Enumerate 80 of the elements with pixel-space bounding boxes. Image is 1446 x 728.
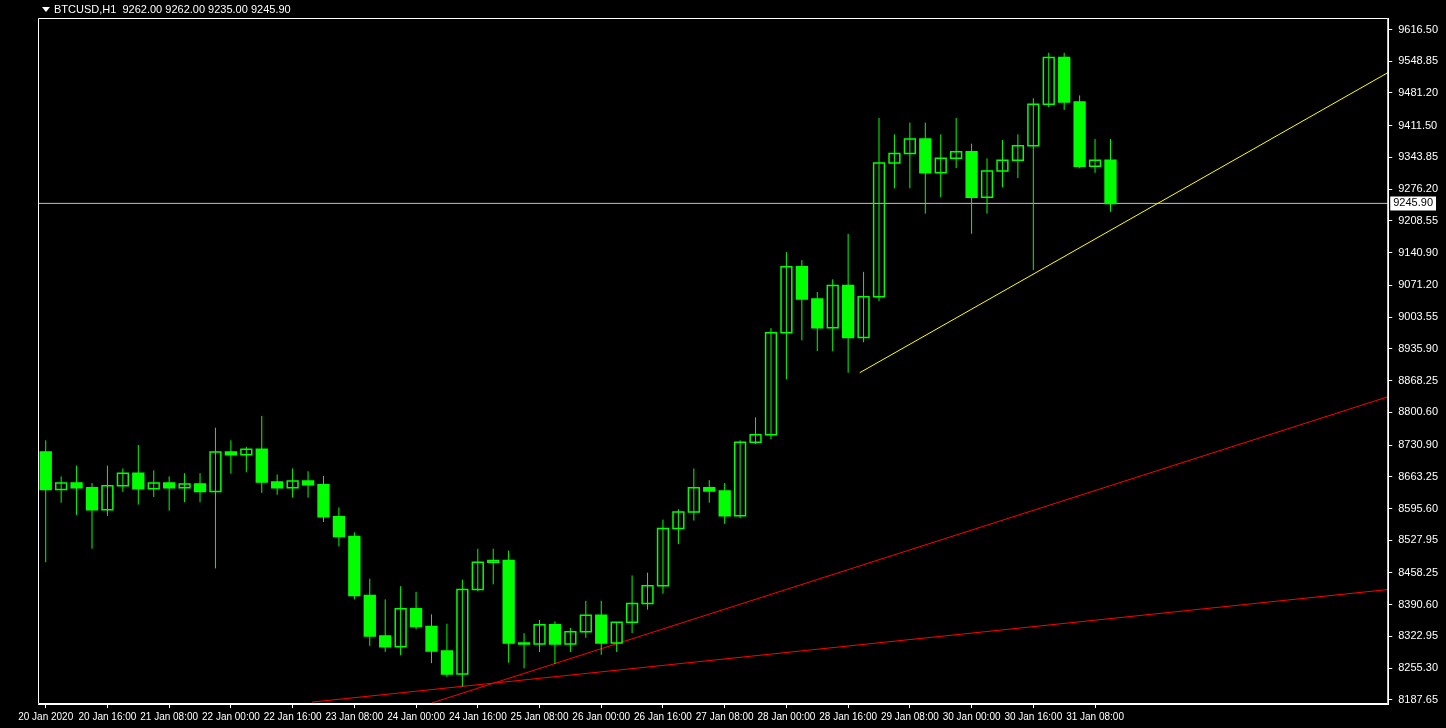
y-tick-label: 8595.60 bbox=[1398, 501, 1438, 514]
y-tick-label: 9276.20 bbox=[1398, 182, 1438, 195]
candlestick bbox=[687, 467, 700, 522]
x-tick-label: 24 Jan 16:00 bbox=[448, 710, 508, 722]
y-tick-label: 9481.20 bbox=[1398, 86, 1438, 99]
x-tick-label: 21 Jan 08:00 bbox=[140, 710, 199, 722]
candlestick bbox=[872, 117, 886, 302]
y-tick-label: 8730.90 bbox=[1398, 438, 1438, 451]
candlestick bbox=[826, 278, 839, 352]
y-tick-label: 8390.60 bbox=[1398, 597, 1438, 610]
x-tick-label: 24 Jan 00:00 bbox=[387, 710, 446, 722]
candlestick bbox=[116, 467, 130, 493]
x-tick-label: 20 Jan 16:00 bbox=[78, 710, 137, 722]
y-tick-label: 9140.90 bbox=[1398, 245, 1438, 258]
candlestick bbox=[1088, 138, 1102, 174]
x-tick-label: 28 Jan 16:00 bbox=[819, 710, 878, 722]
candlestick bbox=[178, 472, 191, 503]
x-tick-label: 22 Jan 16:00 bbox=[263, 710, 322, 722]
x-tick-label: 30 Jan 16:00 bbox=[1004, 710, 1063, 722]
y-tick-label: 8187.65 bbox=[1398, 692, 1438, 705]
candlestick bbox=[888, 133, 901, 189]
candlestick bbox=[101, 465, 114, 517]
candlestick bbox=[641, 572, 654, 611]
candlestick bbox=[980, 157, 994, 215]
candlestick bbox=[1011, 133, 1025, 179]
candlestick bbox=[733, 439, 747, 519]
candlestick bbox=[487, 548, 500, 585]
candlestick bbox=[55, 475, 68, 504]
candlestick bbox=[1042, 52, 1055, 108]
candlestick bbox=[780, 251, 793, 380]
x-tick-label: 28 Jan 00:00 bbox=[757, 710, 816, 722]
y-tick-label: 9411.50 bbox=[1398, 118, 1438, 131]
candlestick bbox=[579, 600, 592, 639]
x-tick-label: 20 Jan 2020 bbox=[18, 710, 74, 722]
candlestick bbox=[749, 416, 762, 445]
x-tick-label: 22 Jan 00:00 bbox=[201, 710, 261, 722]
candlestick bbox=[209, 427, 222, 569]
x-tick-label: 25 Jan 08:00 bbox=[510, 710, 569, 722]
y-tick-label: 8800.60 bbox=[1398, 405, 1438, 418]
candlestick bbox=[471, 548, 484, 592]
candlestick bbox=[1027, 97, 1040, 271]
y-tick-label: 9548.85 bbox=[1398, 54, 1438, 67]
candlestick bbox=[147, 469, 160, 498]
y-tick-label: 8527.95 bbox=[1398, 533, 1438, 546]
candlestick bbox=[996, 139, 1009, 188]
y-tick-label: 8663.25 bbox=[1398, 469, 1438, 482]
y-tick-label: 8935.90 bbox=[1398, 341, 1438, 354]
y-tick-label: 8322.95 bbox=[1398, 629, 1438, 642]
x-tick-label: 23 Jan 08:00 bbox=[325, 710, 384, 722]
candlestick bbox=[610, 621, 623, 653]
x-tick-label: 27 Jan 08:00 bbox=[695, 710, 755, 722]
y-tick-label: 9071.20 bbox=[1398, 278, 1438, 291]
candlestick bbox=[564, 627, 577, 653]
candlestick bbox=[934, 133, 947, 198]
candlestick bbox=[456, 579, 469, 688]
x-tick-label: 29 Jan 08:00 bbox=[880, 710, 940, 722]
candlestick bbox=[950, 117, 963, 169]
candlestick bbox=[625, 574, 639, 634]
candlestick bbox=[656, 519, 670, 595]
candlestick bbox=[903, 122, 917, 189]
candlestick bbox=[857, 271, 870, 343]
candlestick bbox=[533, 619, 546, 653]
chart-title: BTCUSD,H1 9262.00 9262.00 9235.00 9245.90 bbox=[54, 3, 291, 15]
ref-line-label: 9245.90 bbox=[1393, 196, 1433, 209]
candlestick bbox=[394, 585, 407, 656]
candlestick bbox=[672, 508, 685, 545]
y-tick-label: 9003.55 bbox=[1398, 310, 1438, 323]
x-tick-label: 26 Jan 00:00 bbox=[572, 710, 631, 722]
candlestick bbox=[286, 467, 299, 499]
y-tick-label: 9616.50 bbox=[1398, 22, 1438, 35]
y-tick-label: 8255.30 bbox=[1398, 661, 1438, 674]
y-tick-label: 8458.25 bbox=[1398, 566, 1438, 578]
x-tick-label: 30 Jan 00:00 bbox=[942, 710, 1001, 722]
y-tick-label: 9208.55 bbox=[1398, 213, 1438, 226]
y-tick-label: 9343.85 bbox=[1398, 150, 1438, 163]
y-tick-label: 8868.25 bbox=[1398, 373, 1438, 386]
x-tick-label: 31 Jan 08:00 bbox=[1066, 710, 1125, 722]
candlestick bbox=[764, 327, 778, 440]
x-tick-label: 26 Jan 16:00 bbox=[634, 710, 693, 722]
candlestick bbox=[240, 446, 253, 473]
